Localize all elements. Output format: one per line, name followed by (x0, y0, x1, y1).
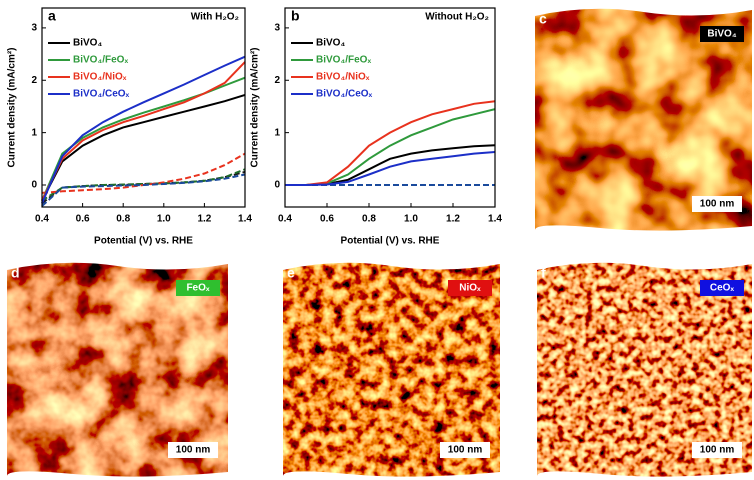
tag-box (700, 280, 744, 296)
line (41, 93, 246, 202)
y-tick-label: 2 (31, 75, 37, 86)
afm-texture (535, 8, 752, 231)
line (41, 61, 246, 202)
y-axis-label: Current density (mA/cm²) (250, 47, 261, 167)
scale-box (692, 442, 742, 458)
legend-label: BiVO₄/CeOₓ (73, 89, 130, 100)
legend-label: BiVO₄/NiOₓ (316, 72, 370, 83)
y-tick-label: 1 (31, 127, 37, 138)
scale-box (168, 442, 218, 458)
x-tick-label: 1.4 (238, 214, 252, 225)
tag-box (448, 280, 492, 296)
panel-label: f (541, 265, 546, 281)
y-tick-label: 3 (31, 23, 37, 34)
tag-box (176, 280, 220, 296)
x-tick-label: 0.8 (116, 214, 130, 225)
legend-label: BiVO₄/FeOₓ (73, 55, 128, 66)
legend-label: BiVO₄ (316, 38, 345, 49)
x-tick-label: 0.6 (76, 214, 90, 225)
x-tick-label: 1.0 (404, 214, 418, 225)
dashed-line (41, 173, 246, 207)
scale-label: 100 nm (700, 445, 735, 456)
scale-box (440, 442, 490, 458)
plot-frame (41, 7, 246, 208)
x-tick-label: 0.6 (320, 214, 334, 225)
panel-label: b (291, 8, 300, 24)
line (285, 100, 496, 186)
scale-label: 100 nm (700, 199, 735, 210)
tag-box (700, 26, 744, 42)
y-tick-label: 0 (274, 180, 280, 191)
legend-label: BiVO₄ (73, 38, 102, 49)
plot-frame (284, 7, 496, 208)
y-tick-label: 0 (31, 180, 37, 191)
panel-label: d (11, 265, 20, 281)
panel-label: a (48, 8, 56, 24)
afm-image: d FeOₓ 100 nm (7, 262, 228, 477)
x-axis-label: Potential (V) vs. RHE (94, 236, 193, 247)
afm-image: e NiOₓ 100 nm (283, 262, 500, 477)
tag-label: FeOₓ (186, 283, 209, 294)
x-tick-label: 0.4 (278, 214, 292, 225)
y-tick-label: 3 (274, 23, 280, 34)
scale-label: 100 nm (176, 445, 211, 456)
annotation: With H₂O₂ (191, 12, 239, 23)
afm-image: c BiVO₄ 100 nm (535, 8, 752, 231)
afm-texture (7, 262, 228, 477)
tag-label: CeOₓ (710, 283, 735, 294)
legend-label: BiVO₄/CeOₓ (316, 89, 373, 100)
line (285, 144, 496, 186)
legend-label: BiVO₄/NiOₓ (73, 72, 127, 83)
x-axis-label: Potential (V) vs. RHE (341, 236, 440, 247)
afm-image: f CeOₓ 100 nm (537, 262, 752, 477)
afm-texture (283, 262, 500, 477)
y-tick-label: 2 (274, 75, 280, 86)
legend-label: BiVO₄/FeOₓ (316, 55, 371, 66)
tag-label: BiVO₄ (707, 29, 736, 40)
afm-texture (537, 262, 752, 477)
y-axis-label: Current density (mA/cm²) (7, 47, 18, 167)
x-tick-label: 1.2 (446, 214, 460, 225)
tag-label: NiOₓ (459, 283, 481, 294)
line (285, 151, 496, 186)
x-tick-label: 1.4 (488, 214, 502, 225)
annotation: Without H₂O₂ (425, 12, 489, 23)
scale-box (692, 196, 742, 212)
line (41, 55, 246, 204)
x-tick-label: 1.2 (197, 214, 211, 225)
scale-label: 100 nm (448, 445, 483, 456)
y-tick-label: 1 (274, 127, 280, 138)
x-tick-label: 0.4 (35, 214, 49, 225)
panel-label: e (287, 265, 295, 281)
x-tick-label: 0.8 (362, 214, 376, 225)
x-tick-label: 1.0 (157, 214, 171, 225)
panel-label: c (539, 11, 547, 27)
